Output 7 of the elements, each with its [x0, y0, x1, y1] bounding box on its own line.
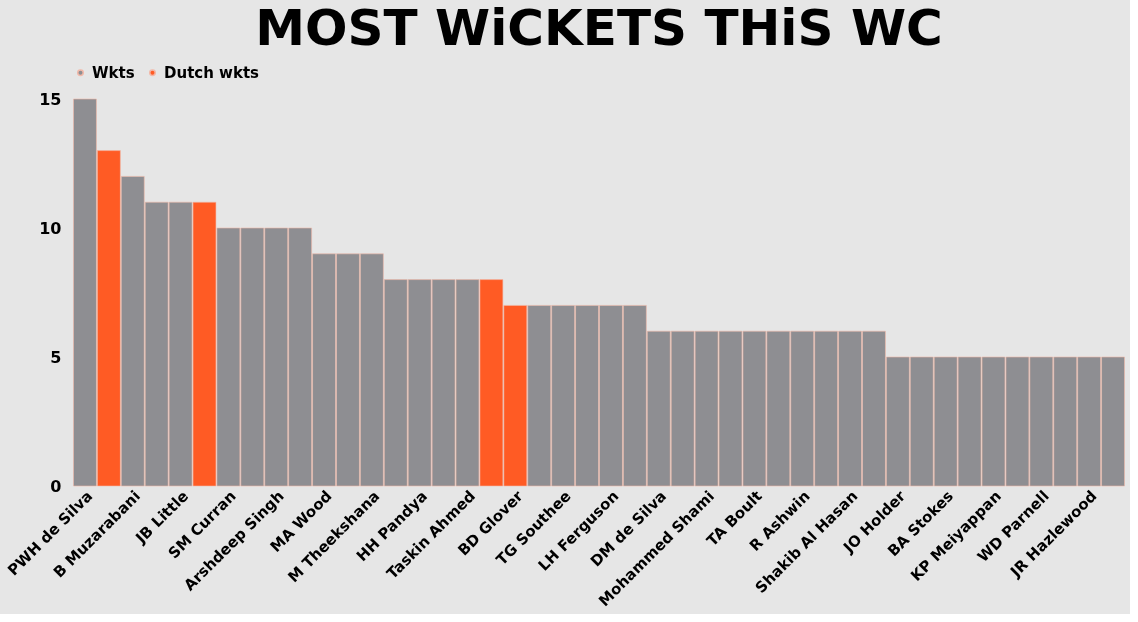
y-tick-label: 10: [39, 218, 62, 238]
chart-title: MOST WiCKETS THiS WC: [255, 0, 943, 57]
y-tick-label: 5: [50, 347, 62, 367]
legend-label: Wkts: [92, 63, 135, 82]
y-tick-label: 15: [39, 89, 62, 109]
y-tick-label: 0: [50, 476, 62, 496]
legend-label: Dutch wkts: [164, 63, 260, 82]
